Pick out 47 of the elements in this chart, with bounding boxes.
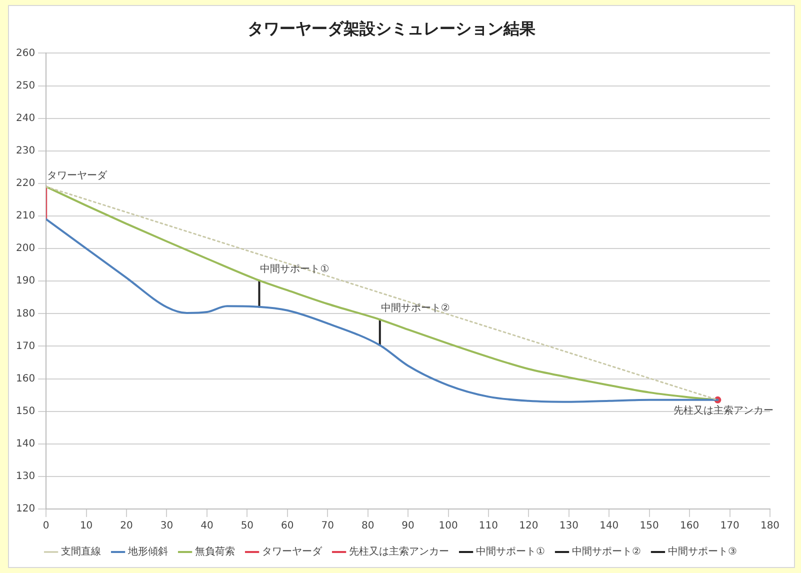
y-tick-label: 180 [16,308,36,320]
x-tick-label: 120 [519,520,538,532]
legend-label: 中間サポート① [476,546,546,558]
legend-label: 無負荷索 [195,546,236,558]
x-tick-label: 30 [160,520,174,532]
y-tick-label: 230 [16,145,36,156]
y-tick-label: 250 [16,80,36,92]
legend-label: 地形傾斜 [127,546,168,558]
chart-title: タワーヤーダ架設シミュレーション結果 [248,18,536,38]
y-tick-label: 120 [16,504,36,515]
annotation: 中間サポート② [380,302,450,314]
x-tick-label: 10 [80,520,93,532]
x-tick-label: 70 [321,520,334,532]
y-tick-label: 200 [16,243,36,254]
x-tick-label: 90 [402,520,414,532]
y-tick-label: 260 [16,48,36,59]
y-tick-label: 220 [16,178,36,190]
legend-label: 中間サポート② [572,546,642,558]
y-tick-label: 160 [16,373,36,384]
x-tick-label: 40 [200,520,214,532]
x-tick-label: 100 [438,520,458,532]
legend-label: 先柱又は主索アンカー [349,546,450,558]
y-tick-label: 140 [16,438,36,450]
y-tick-label: 170 [16,340,36,352]
x-tick-label: 130 [559,520,578,532]
legend-label: 支間直線 [61,546,102,558]
legend-label: 中間サポート③ [668,546,737,558]
x-tick-label: 50 [240,520,254,532]
x-tick-label: 110 [478,520,498,532]
x-tick-label: 150 [640,520,659,532]
y-tick-label: 210 [16,210,36,222]
annotation: 中間サポート① [260,263,330,276]
y-tick-label: 150 [16,406,36,417]
legend-label: タワーヤーダ [262,546,324,558]
x-tick-label: 0 [42,520,50,532]
y-tick-label: 190 [16,276,36,287]
x-tick-label: 20 [120,520,133,532]
y-tick-label: 130 [16,471,36,482]
x-tick-label: 160 [680,520,700,532]
y-tick-label: 240 [16,112,36,124]
annotation: 先柱又は主索アンカー [674,404,774,417]
x-tick-label: 140 [600,520,619,532]
annotation: タワーヤーダ [47,169,108,182]
x-tick-label: 80 [361,520,374,532]
x-tick-label: 180 [760,520,780,532]
x-tick-label: 170 [720,520,740,532]
x-tick-label: 60 [281,520,294,532]
